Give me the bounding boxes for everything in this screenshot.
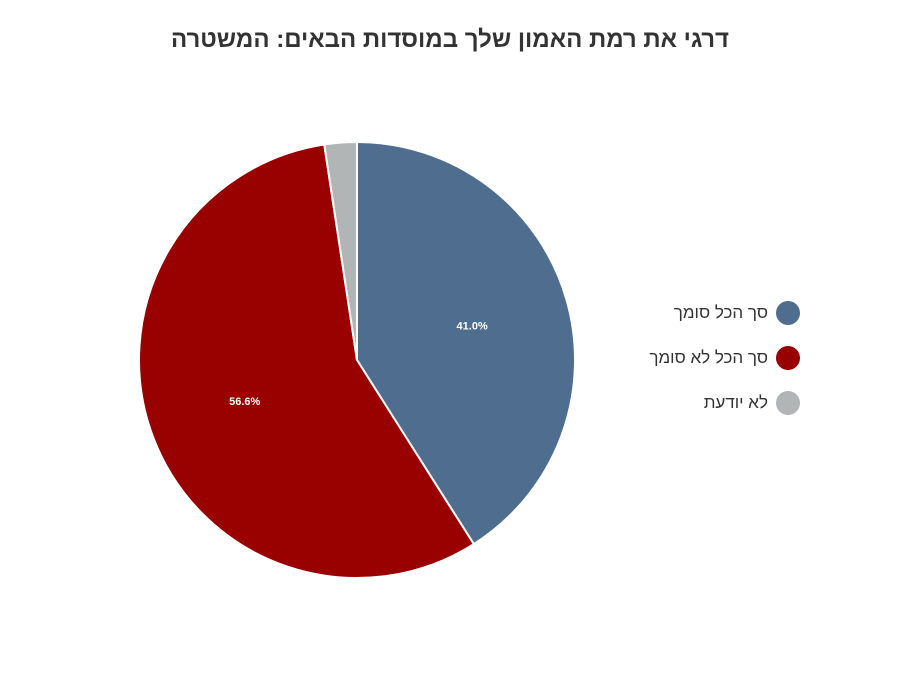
legend-item-trust[interactable]: סך הכל סומך [600,298,800,328]
legend-swatch-no-trust [776,346,800,370]
legend-item-dont-know[interactable]: לא יודעת [600,388,800,418]
pie-slices [138,140,576,579]
legend-item-no-trust[interactable]: סך הכל לא סומך [600,343,800,373]
chart-title: דרגי את רמת האמון שלך במוסדות הבאים: המש… [170,26,730,53]
pie-data-labels: 41.0% 56.6% [229,320,488,407]
legend-swatch-trust [776,301,800,325]
legend-label-dont-know: לא יודעת [703,393,768,412]
legend-label-trust: סך הכל סומך [673,303,768,322]
legend-swatch-dont-know [776,391,800,415]
legend: סך הכל סומך סך הכל לא סומך לא יודעת [600,298,800,433]
legend-label-no-trust: סך הכל לא סומך [649,348,768,367]
data-label-trust: 41.0% [457,320,488,332]
pie-slice-dont-know[interactable] [323,140,358,361]
pie-slice-no-trust[interactable] [138,143,476,579]
data-label-no-trust: 56.6% [229,396,260,408]
pie-slice-trust[interactable] [356,140,576,546]
